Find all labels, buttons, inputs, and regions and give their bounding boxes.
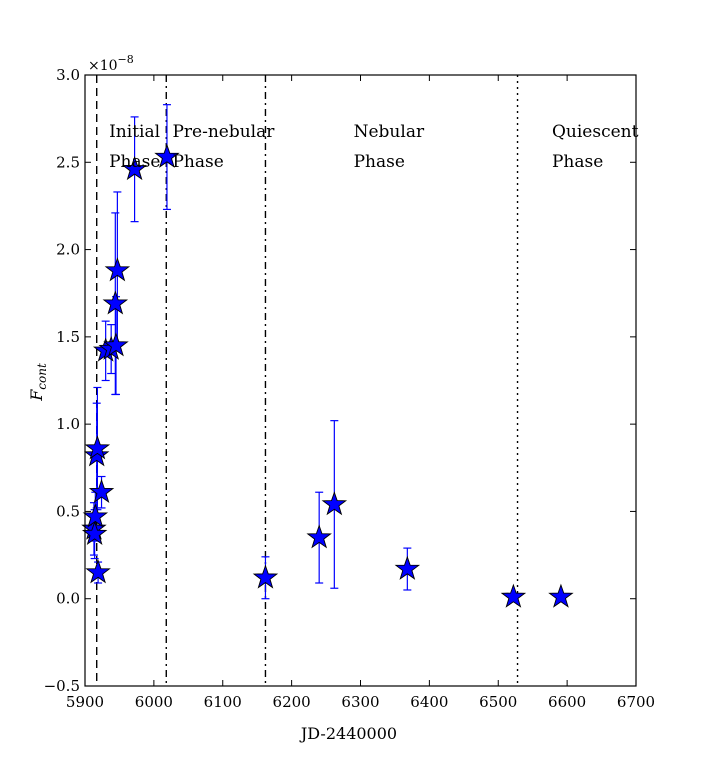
data-point-star: [83, 442, 110, 467]
y-tick-label: 1.5: [56, 328, 80, 346]
phase-label: Nebular: [354, 122, 425, 142]
phase-label: Phase: [354, 152, 405, 172]
y-axis-label: Fcont: [27, 363, 49, 402]
phase-label: Pre-nebular: [172, 122, 275, 142]
x-tick-label: 6600: [548, 693, 586, 711]
y-tick-label: 3.0: [56, 66, 80, 84]
data-point-star: [394, 555, 421, 580]
data-point-star: [121, 155, 148, 181]
phase-label: Phase: [172, 152, 223, 172]
x-tick-label: 6100: [204, 693, 242, 711]
data-point-star: [154, 143, 180, 168]
x-tick-label: 6200: [273, 693, 311, 711]
y-tick-label: 2.0: [56, 241, 80, 259]
data-point-star: [306, 524, 332, 549]
data-point-star: [104, 257, 131, 282]
x-axis-label: JD-2440000: [299, 724, 397, 743]
phase-label: Initial: [109, 122, 160, 142]
phase-label: Quiescent: [552, 122, 639, 142]
phase-label: Phase: [109, 152, 160, 172]
data-point-star: [252, 564, 279, 589]
data-point-star: [88, 478, 115, 504]
phase-label: Phase: [552, 152, 603, 172]
y-scale-multiplier: ×10−8: [88, 53, 134, 74]
data-point-star: [85, 559, 111, 584]
x-tick-label: 6700: [617, 693, 655, 711]
data-point-star: [321, 491, 348, 516]
data-point-star: [82, 503, 109, 528]
y-tick-label: 0.5: [56, 502, 80, 520]
x-tick-label: 6500: [479, 693, 517, 711]
data-point-star: [500, 583, 527, 608]
y-tick-label: 0.0: [56, 590, 80, 608]
y-tick-label: 2.5: [56, 153, 80, 171]
y-tick-label: −0.5: [44, 677, 80, 695]
data-point-star: [548, 583, 574, 608]
data-point-star: [103, 332, 129, 357]
x-tick-label: 5900: [66, 693, 104, 711]
data-point-star: [84, 435, 111, 460]
data-point-star: [81, 520, 108, 545]
data-point-star: [102, 290, 129, 315]
x-tick-label: 6000: [135, 693, 173, 711]
y-tick-label: 1.0: [56, 415, 80, 433]
x-tick-label: 6300: [341, 693, 379, 711]
x-tick-label: 6400: [410, 693, 448, 711]
